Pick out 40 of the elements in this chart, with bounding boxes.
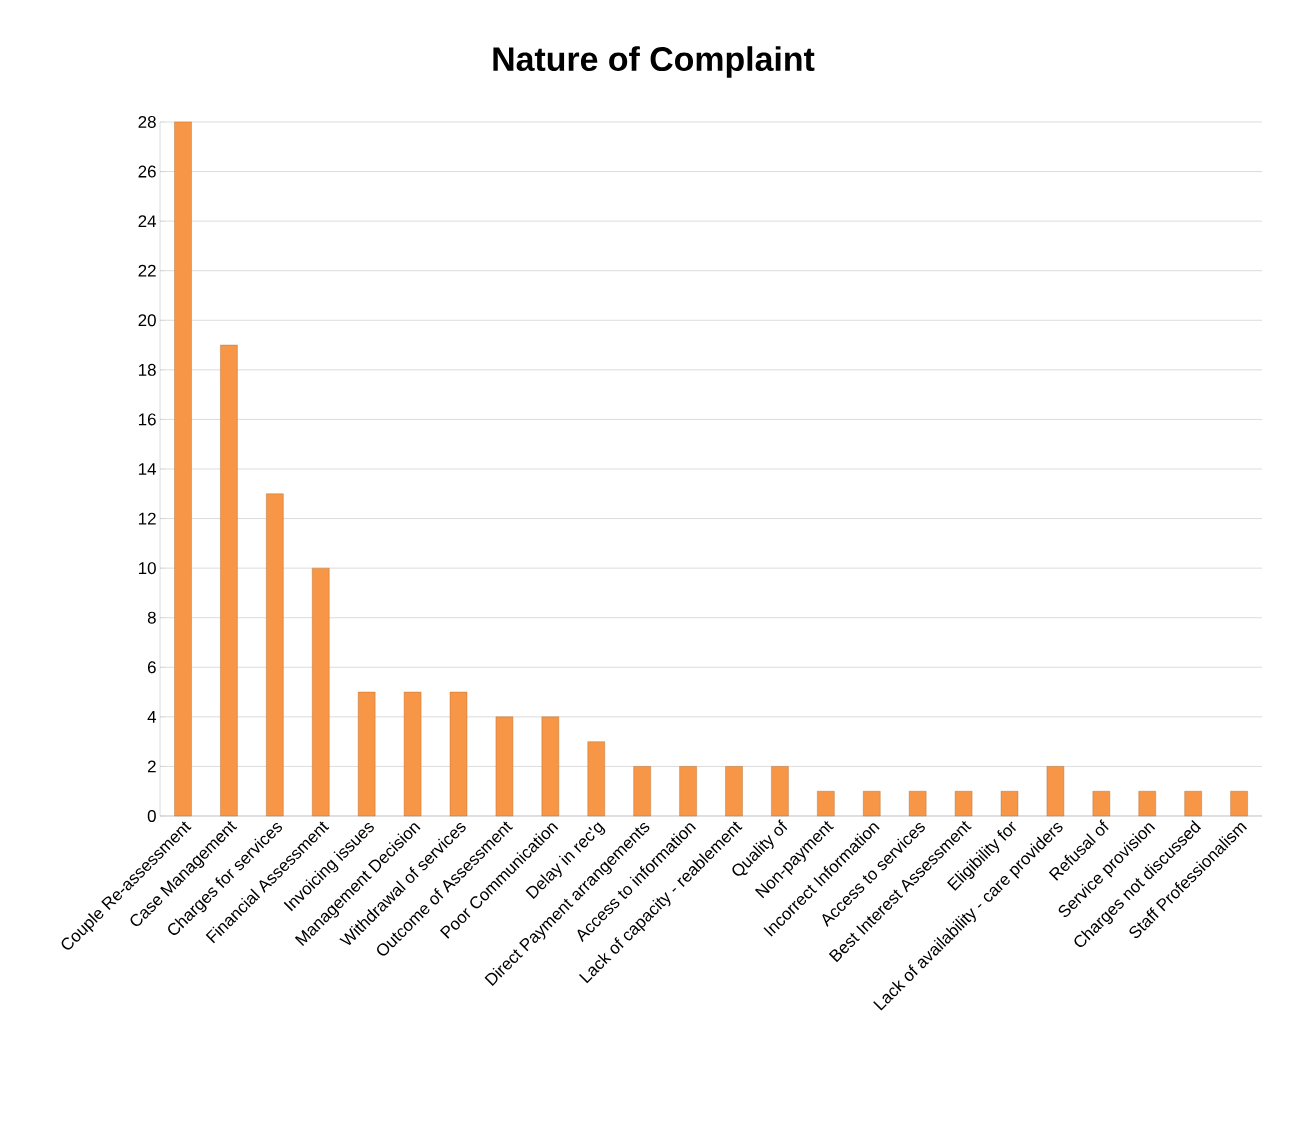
bar bbox=[266, 493, 284, 817]
bar bbox=[1092, 791, 1111, 817]
bar bbox=[817, 791, 835, 817]
bar bbox=[771, 766, 789, 817]
bar bbox=[1000, 791, 1019, 817]
bar bbox=[1046, 766, 1065, 817]
bar bbox=[725, 766, 743, 817]
bar bbox=[679, 766, 697, 817]
bar bbox=[312, 567, 330, 817]
bar bbox=[220, 344, 238, 817]
bar bbox=[541, 716, 560, 817]
bar bbox=[1184, 791, 1202, 817]
y-tick-label: 10 bbox=[138, 562, 156, 575]
y-tick-label: 6 bbox=[147, 661, 156, 674]
y-tick-label: 4 bbox=[147, 711, 157, 723]
bar bbox=[954, 791, 973, 817]
y-tick-label: 18 bbox=[138, 363, 156, 376]
bar bbox=[908, 791, 927, 817]
chart-title: Nature of Complaint bbox=[493, 46, 815, 78]
y-tick-label: 26 bbox=[138, 165, 156, 178]
y-tick-label: 16 bbox=[138, 413, 156, 426]
bar bbox=[495, 716, 514, 817]
bar bbox=[403, 691, 422, 817]
y-tick-label: 14 bbox=[138, 463, 157, 475]
bar bbox=[1138, 791, 1156, 817]
y-tick-label: 28 bbox=[138, 115, 156, 128]
y-tick-label: 8 bbox=[147, 611, 156, 624]
bar bbox=[357, 691, 376, 817]
y-tick-label: 24 bbox=[138, 215, 157, 228]
y-tick-label: 12 bbox=[138, 512, 156, 525]
y-tick-label: 2 bbox=[147, 760, 156, 773]
bar bbox=[863, 791, 881, 817]
y-tick-label: 22 bbox=[138, 264, 156, 277]
bar bbox=[633, 766, 651, 817]
bar bbox=[1230, 791, 1248, 817]
bar bbox=[449, 691, 468, 817]
bar bbox=[174, 121, 192, 817]
bar bbox=[587, 741, 605, 817]
y-tick-label: 20 bbox=[138, 314, 156, 327]
y-tick-label: 0 bbox=[147, 810, 156, 822]
